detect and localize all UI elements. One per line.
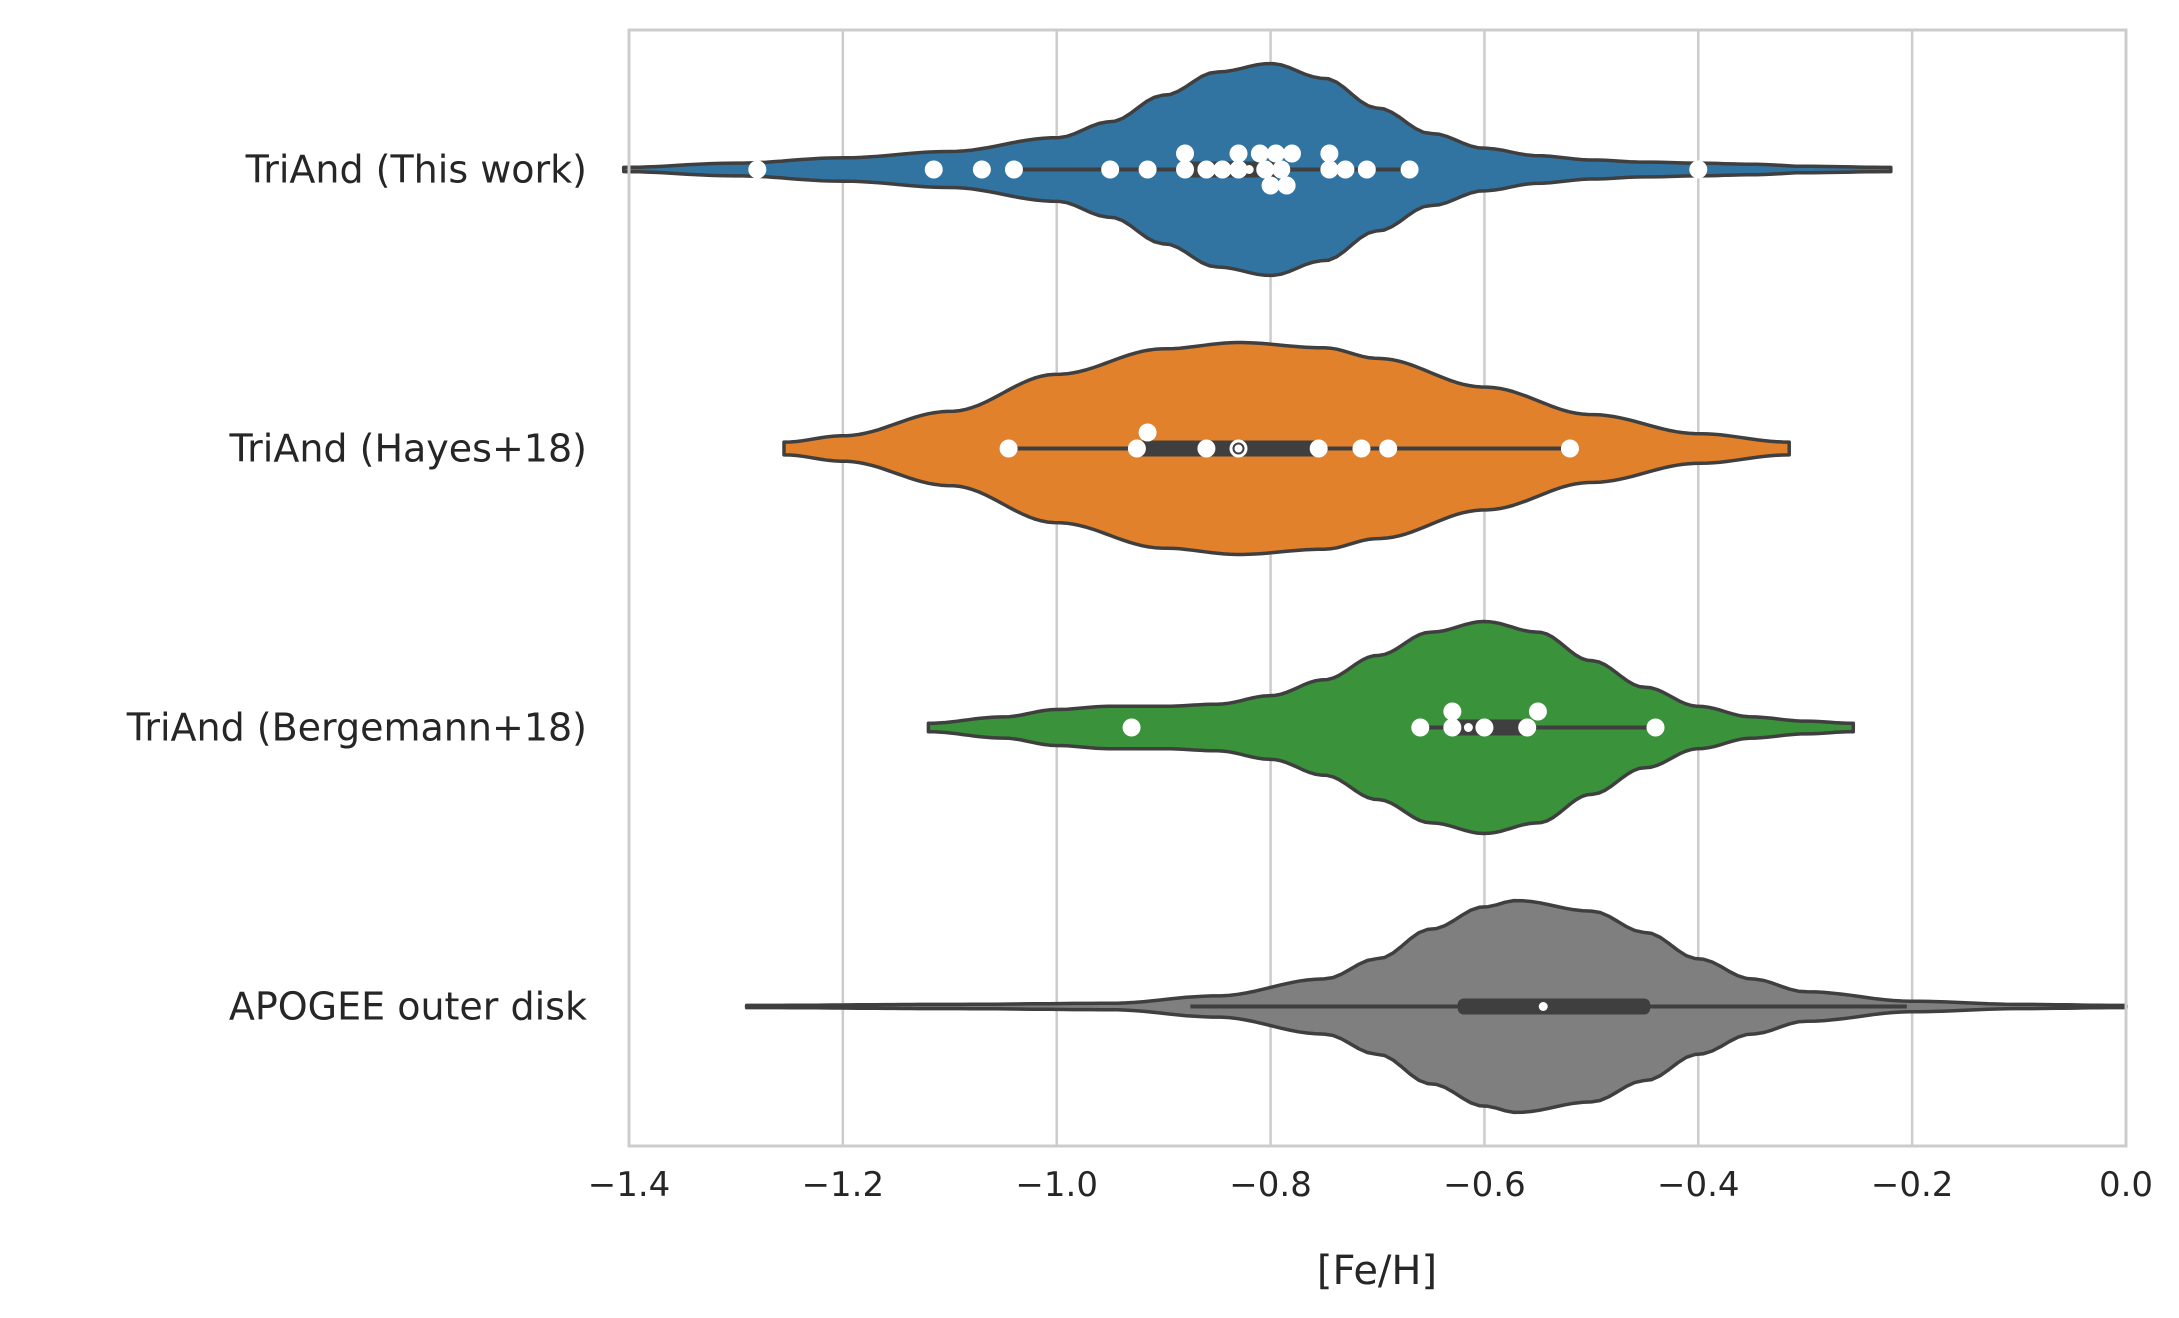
data-point — [1400, 160, 1419, 179]
category-label: APOGEE outer disk — [229, 985, 587, 1029]
data-point — [1127, 439, 1146, 458]
data-point — [972, 160, 991, 179]
category-label: TriAnd (Hayes+18) — [229, 427, 587, 471]
data-point — [1229, 160, 1248, 179]
median-marker-1 — [1232, 442, 1245, 455]
data-point — [1138, 423, 1157, 442]
median-dot-0 — [1244, 165, 1254, 174]
x-tick-label: −0.6 — [1443, 1165, 1526, 1205]
data-point — [1229, 144, 1248, 163]
x-tick-labels: −1.4 −1.2 −1.0 −0.8 −0.6 −0.4 −0.2 0.0 — [588, 1165, 2153, 1205]
data-point — [999, 439, 1018, 458]
data-point — [1101, 160, 1120, 179]
iqr-box-1 — [1131, 440, 1325, 457]
data-point — [1197, 160, 1216, 179]
data-point — [1379, 439, 1398, 458]
data-point — [1336, 160, 1355, 179]
data-point — [1443, 718, 1462, 737]
median-dot-1 — [1235, 446, 1241, 451]
x-tick-label: −1.2 — [802, 1165, 885, 1205]
data-point — [1560, 439, 1579, 458]
violin-2 — [926, 619, 1856, 836]
x-tick-label: −0.8 — [1229, 1165, 1312, 1205]
x-tick-label: 0.0 — [2099, 1165, 2153, 1205]
data-point — [1443, 702, 1462, 721]
x-tick-label: −1.0 — [1015, 1165, 1098, 1205]
median-dot-3 — [1538, 1002, 1548, 1011]
data-point — [1320, 144, 1339, 163]
data-point — [1309, 439, 1328, 458]
x-tick-label: −1.4 — [588, 1165, 671, 1205]
data-point — [1475, 718, 1494, 737]
data-point — [1411, 718, 1430, 737]
data-point — [924, 160, 943, 179]
median-dot-2 — [1463, 723, 1473, 732]
data-point — [1266, 144, 1285, 163]
data-point — [1646, 718, 1665, 737]
data-point — [1138, 160, 1157, 179]
category-label: TriAnd (Bergemann+18) — [126, 706, 587, 750]
x-tick-label: −0.4 — [1657, 1165, 1740, 1205]
data-point — [1689, 160, 1708, 179]
x-tick-label: −0.2 — [1871, 1165, 1954, 1205]
data-point — [1518, 718, 1537, 737]
data-point — [1256, 160, 1275, 179]
data-point — [1004, 160, 1023, 179]
x-axis-title: [Fe/H] — [1317, 1248, 1437, 1294]
data-point — [1528, 702, 1547, 721]
category-labels: TriAnd (This work) TriAnd (Hayes+18) TriAn… — [126, 148, 587, 1029]
data-point — [1272, 160, 1291, 179]
data-point — [1197, 439, 1216, 458]
iqr-box-3 — [1457, 998, 1651, 1015]
data-point — [1250, 144, 1269, 163]
data-points — [748, 144, 1708, 1011]
category-label: TriAnd (This work) — [245, 148, 587, 192]
data-point — [1320, 160, 1339, 179]
data-point — [748, 160, 767, 179]
plot-frame — [627, 28, 2128, 1148]
data-point — [1352, 439, 1371, 458]
data-point — [1277, 176, 1296, 195]
data-point — [1357, 160, 1376, 179]
data-point — [1213, 160, 1232, 179]
data-point — [1282, 144, 1301, 163]
data-point — [1176, 160, 1195, 179]
data-point — [1122, 718, 1141, 737]
data-point — [1176, 144, 1195, 163]
data-point — [1261, 176, 1280, 195]
